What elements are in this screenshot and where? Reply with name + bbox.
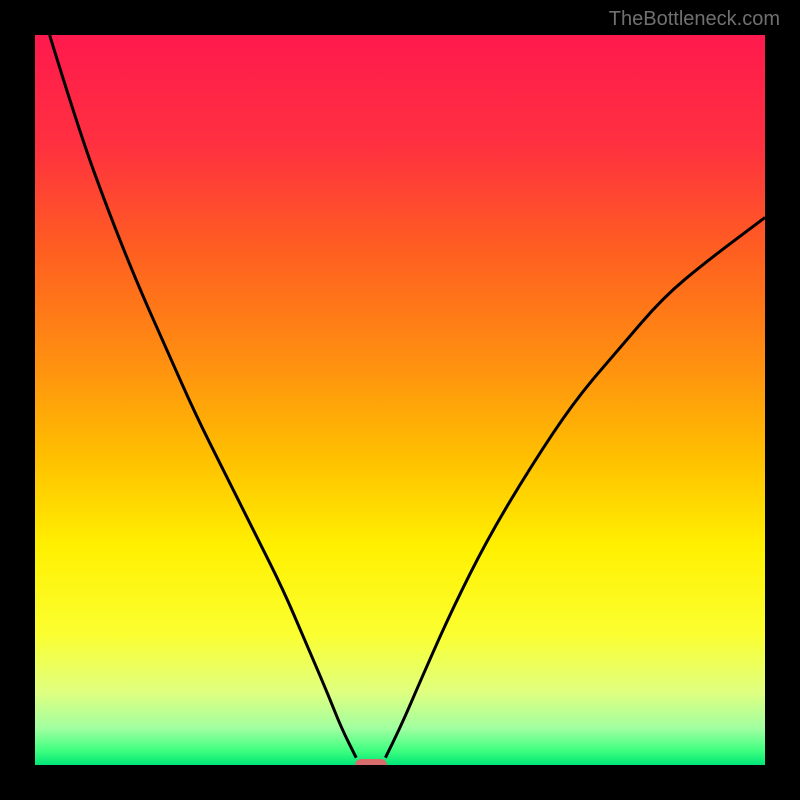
watermark-text: TheBottleneck.com (609, 8, 780, 31)
curve-left-branch (50, 35, 357, 758)
curve-right-branch (385, 218, 765, 758)
bottleneck-curve (35, 35, 765, 765)
optimal-marker (355, 759, 387, 765)
plot-area (35, 35, 765, 765)
